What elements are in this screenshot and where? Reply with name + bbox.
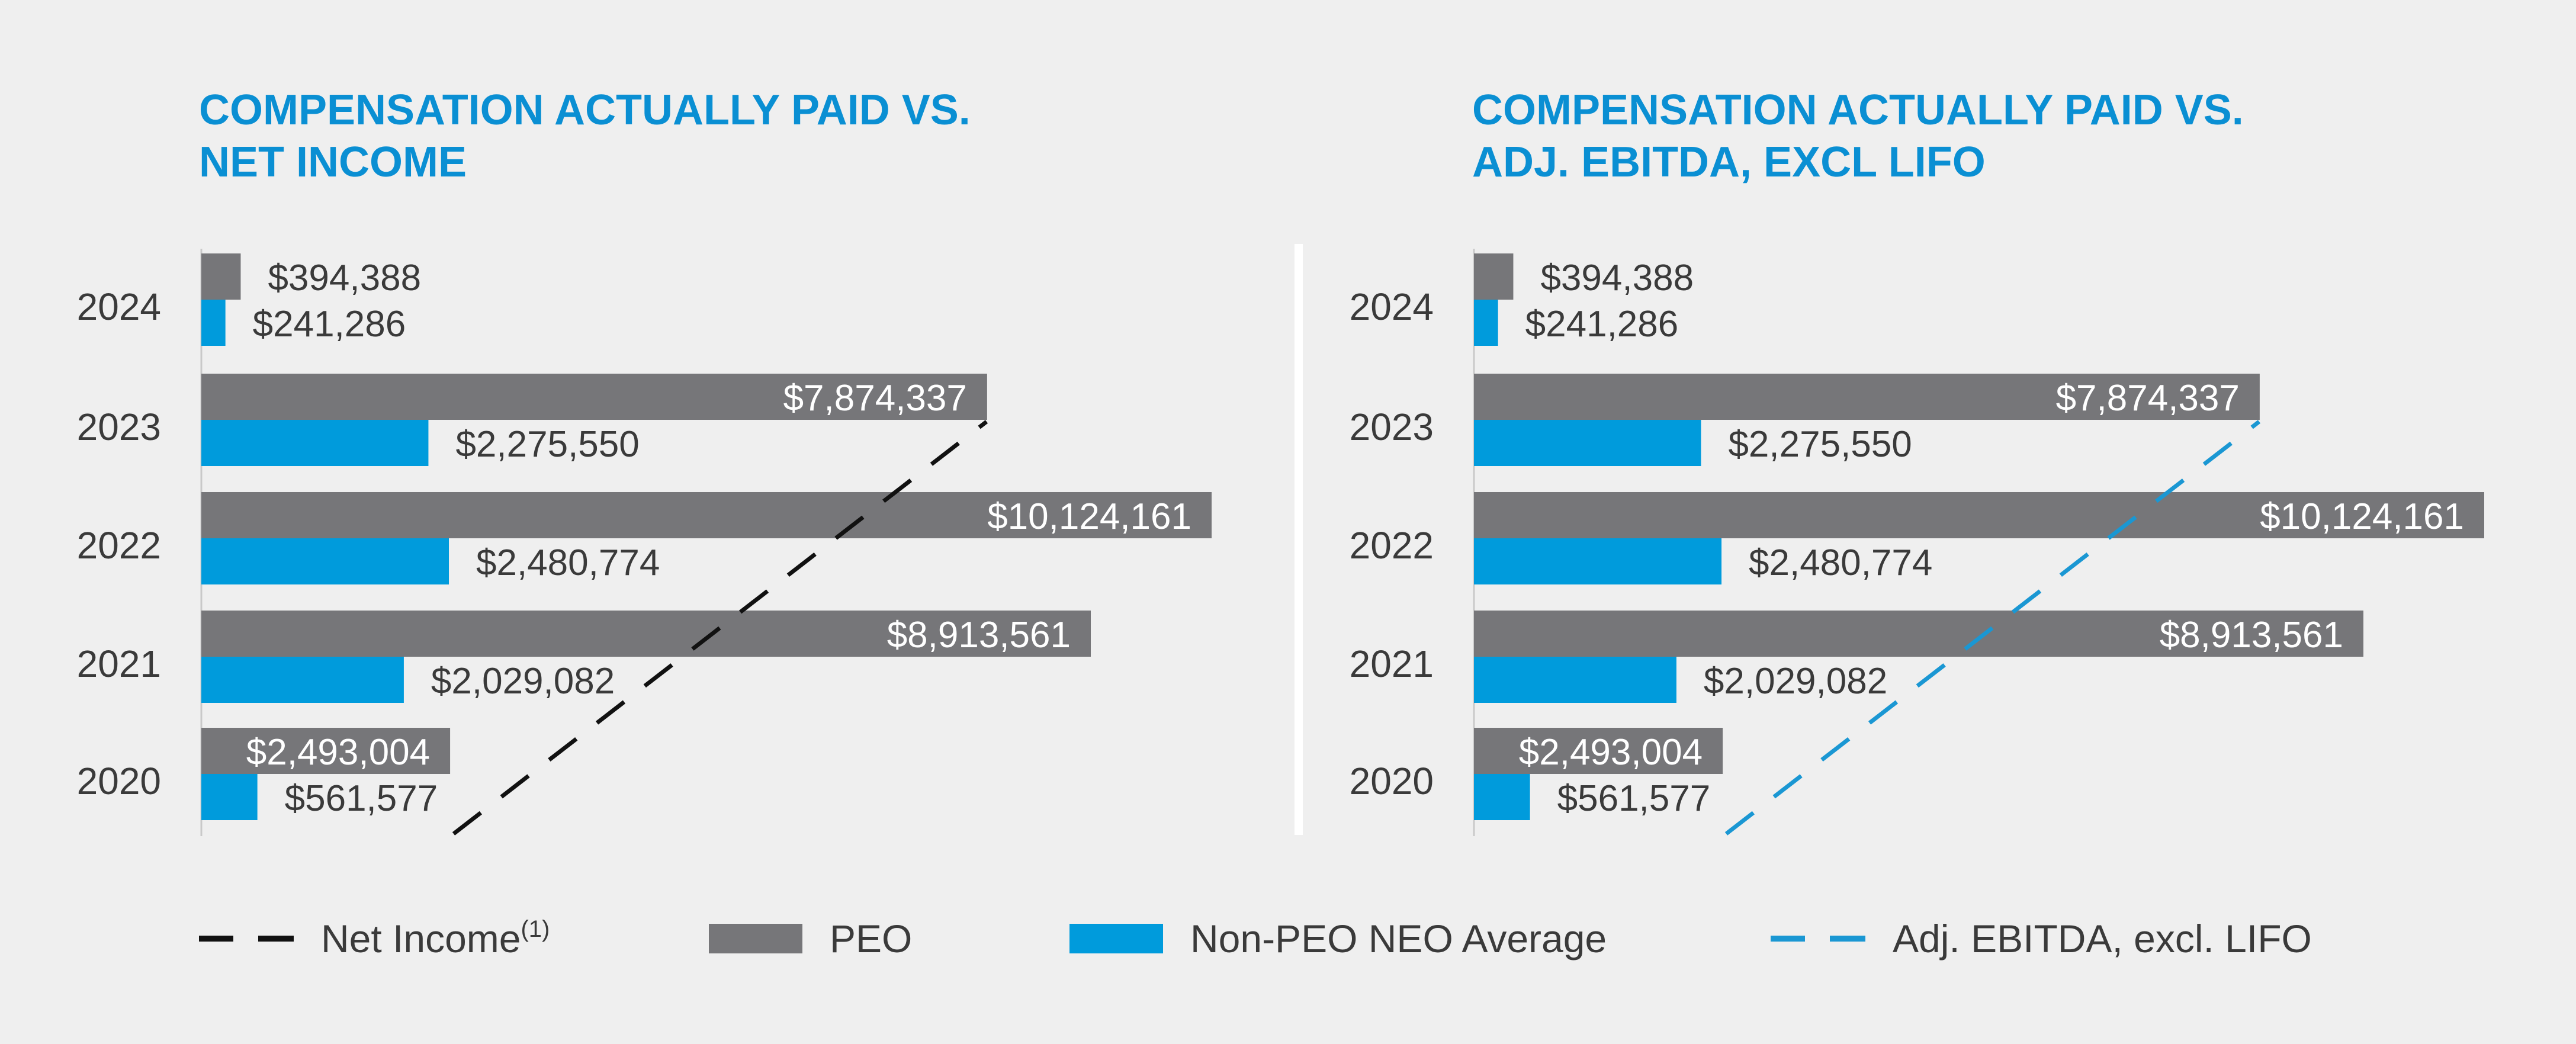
peo-bar [1474, 492, 2484, 538]
non-peo-data-label: $2,275,550 [455, 424, 639, 465]
legend-item-peo: PEO [709, 912, 912, 965]
legend-label-peo: PEO [830, 917, 913, 961]
peo-data-label: $394,388 [268, 258, 421, 298]
peo-bar [201, 728, 451, 774]
peo-data-label: $8,913,561 [887, 615, 1071, 656]
non-peo-bar [201, 300, 226, 346]
non-peo-bar [1474, 774, 1530, 820]
y-tick-label: 2022 [77, 524, 161, 567]
non-peo-bar [1474, 657, 1676, 703]
legend-label-ebitda: Adj. EBITDA, excl. LIFO [1893, 917, 2312, 961]
y-tick-label: 2021 [1350, 643, 1434, 685]
non-peo-data-label: $2,275,550 [1728, 424, 1912, 465]
legend-item-non-peo: Non-PEO NEO Average [1069, 912, 1607, 965]
peo-data-label: $2,493,004 [246, 732, 430, 773]
non-peo-bar [201, 774, 258, 820]
peo-data-label: $7,874,337 [783, 378, 967, 419]
legend-item-ebitda: Adj. EBITDA, excl. LIFO [1771, 912, 2312, 965]
peo-bar [201, 611, 1091, 657]
non-peo-bar [201, 657, 404, 703]
non-peo-swatch [1069, 924, 1163, 953]
peo-data-label: $10,124,161 [2260, 496, 2464, 537]
non-peo-bar [1474, 420, 1701, 466]
peo-data-label: $10,124,161 [987, 496, 1191, 537]
non-peo-bar [1474, 538, 1722, 584]
y-tick-label: 2021 [77, 643, 161, 685]
chart-title-ebitda: COMPENSATION ACTUALLY PAID VS. ADJ. EBIT… [1472, 84, 2244, 188]
non-peo-bar [1474, 300, 1498, 346]
y-tick-label: 2023 [77, 406, 161, 448]
peo-bar [201, 253, 241, 300]
peo-bar [201, 492, 1212, 538]
chart-title-line: COMPENSATION ACTUALLY PAID VS. [1472, 86, 2244, 134]
legend-label-non-peo: Non-PEO NEO Average [1190, 917, 1607, 961]
non-peo-data-label: $561,577 [1557, 778, 1711, 819]
legend-label-net-income: Net Income(1) [321, 916, 550, 961]
peo-bar [1474, 728, 1723, 774]
non-peo-data-label: $2,029,082 [1704, 661, 1887, 702]
legend-item-net-income: Net Income(1) [199, 912, 550, 965]
non-peo-bar [201, 538, 449, 584]
non-peo-data-label: $2,029,082 [431, 661, 615, 702]
peo-bar [1474, 374, 2260, 420]
y-tick-label: 2023 [1350, 406, 1434, 448]
y-tick-label: 2024 [1350, 285, 1434, 328]
peo-bar [201, 374, 987, 420]
non-peo-data-label: $241,286 [253, 304, 406, 345]
footnote-marker: (1) [521, 916, 550, 942]
non-peo-data-label: $2,480,774 [1749, 542, 1932, 583]
net-income-dash-swatch [199, 936, 294, 942]
non-peo-data-label: $561,577 [285, 778, 438, 819]
ebitda-line [1724, 420, 2261, 836]
peo-data-label: $394,388 [1540, 258, 1694, 298]
non-peo-bar [201, 420, 429, 466]
net-income-line [452, 420, 988, 836]
legend-text: Net Income [321, 917, 521, 961]
peo-bar [1474, 611, 2364, 657]
chart-title-line: COMPENSATION ACTUALLY PAID VS. [199, 86, 971, 134]
non-peo-data-label: $241,286 [1525, 304, 1679, 345]
y-tick-label: 2022 [1350, 524, 1434, 567]
non-peo-data-label: $2,480,774 [476, 542, 660, 583]
chart-title-line: ADJ. EBITDA, EXCL LIFO [1472, 139, 1986, 186]
chart-title-net-income: COMPENSATION ACTUALLY PAID VS. NET INCOM… [199, 84, 971, 188]
peo-swatch [709, 924, 802, 953]
y-tick-label: 2020 [77, 760, 161, 802]
ebitda-dash-swatch [1771, 936, 1865, 942]
y-tick-label: 2024 [77, 285, 161, 328]
peo-data-label: $8,913,561 [2160, 615, 2343, 656]
peo-data-label: $2,493,004 [1519, 732, 1703, 773]
peo-data-label: $7,874,337 [2056, 378, 2240, 419]
y-tick-label: 2020 [1350, 760, 1434, 802]
chart-divider [1295, 244, 1303, 835]
chart-title-line: NET INCOME [199, 139, 467, 186]
peo-bar [1474, 253, 1514, 300]
legend: Net Income(1) PEO Non-PEO NEO Average Ad… [0, 912, 2576, 965]
